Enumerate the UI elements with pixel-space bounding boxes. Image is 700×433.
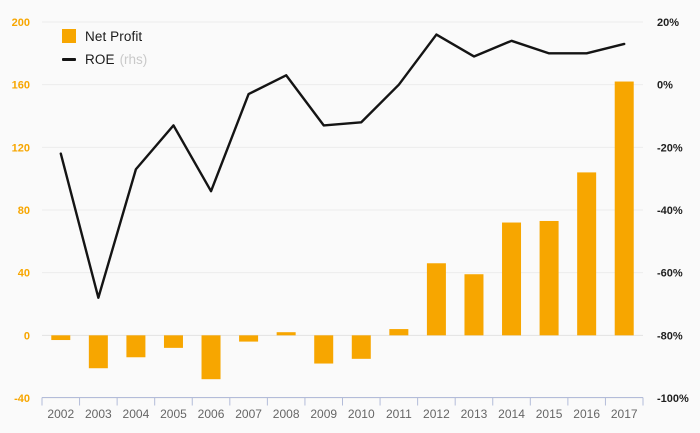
net-profit-bar-2012 [426,263,446,336]
roe-line [59,33,626,299]
net-profit-swatch-icon [62,29,76,43]
x-axis-label-2012: 2012 [423,407,450,421]
right-axis-tick--20: -20% [657,142,683,154]
right-axis-tick--40: -40% [657,205,683,217]
net-profit-bar-2010 [351,335,371,359]
net-profit-bar-2014 [502,222,522,336]
legend-item-roe: ROE (rhs) [62,48,147,70]
x-axis-label-2004: 2004 [123,407,150,421]
x-axis-label-2014: 2014 [498,407,525,421]
x-axis-label-2006: 2006 [198,407,225,421]
legend-roe-suffix: (rhs) [119,51,148,67]
x-axis-label-2010: 2010 [348,407,375,421]
x-axis-label-2002: 2002 [47,407,74,421]
net-profit-bar-2016 [577,172,597,336]
x-axis-label-2011: 2011 [386,407,412,421]
right-axis-tick--80: -80% [657,330,683,342]
net-profit-bar-2009 [314,335,334,364]
x-axis-label-2009: 2009 [310,407,337,421]
x-axis-label-2003: 2003 [85,407,112,421]
net-profit-bar-2002 [51,335,71,341]
x-axis-label-2015: 2015 [536,407,563,421]
left-axis-tick-120: 120 [12,142,30,154]
net-profit-bar-2015 [539,220,559,336]
net-profit-bar-2007 [239,335,259,342]
left-axis-tick-40: 40 [18,268,30,280]
x-axis-label-2008: 2008 [273,407,300,421]
net-profit-bar-2003 [88,335,108,369]
net-profit-bar-2005 [163,335,183,348]
chart-legend: Net Profit ROE (rhs) [62,25,147,70]
legend-item-net-profit: Net Profit [62,25,147,47]
x-axis-label-2007: 2007 [235,407,262,421]
right-axis-tick--60: -60% [657,268,683,280]
left-axis-tick-200: 200 [12,17,30,29]
x-axis-label-2013: 2013 [461,407,488,421]
x-axis-label-2005: 2005 [160,407,187,421]
left-axis-tick-80: 80 [18,205,30,217]
left-axis-tick-0: 0 [24,330,30,342]
right-axis-tick-20: 20% [657,17,679,29]
net-profit-bar-2017 [614,81,634,336]
net-profit-bar-2008 [276,332,296,336]
left-axis-tick-160: 160 [12,80,30,92]
x-axis-label-2016: 2016 [573,407,600,421]
right-axis-tick--100: -100% [657,393,689,405]
left-axis-tick--40: -40 [14,393,30,405]
net-profit-bar-2004 [126,335,146,358]
x-axis-label-2017: 2017 [611,407,638,421]
net-profit-bar-2011 [389,329,409,336]
right-axis-tick-0: 0% [657,80,673,92]
net-profit-bar-2006 [201,335,221,380]
net-profit-bar-2013 [464,274,484,336]
legend-net-profit-label: Net Profit [85,28,143,44]
legend-roe-label: ROE [85,51,115,67]
roe-line-swatch-icon [62,57,76,61]
